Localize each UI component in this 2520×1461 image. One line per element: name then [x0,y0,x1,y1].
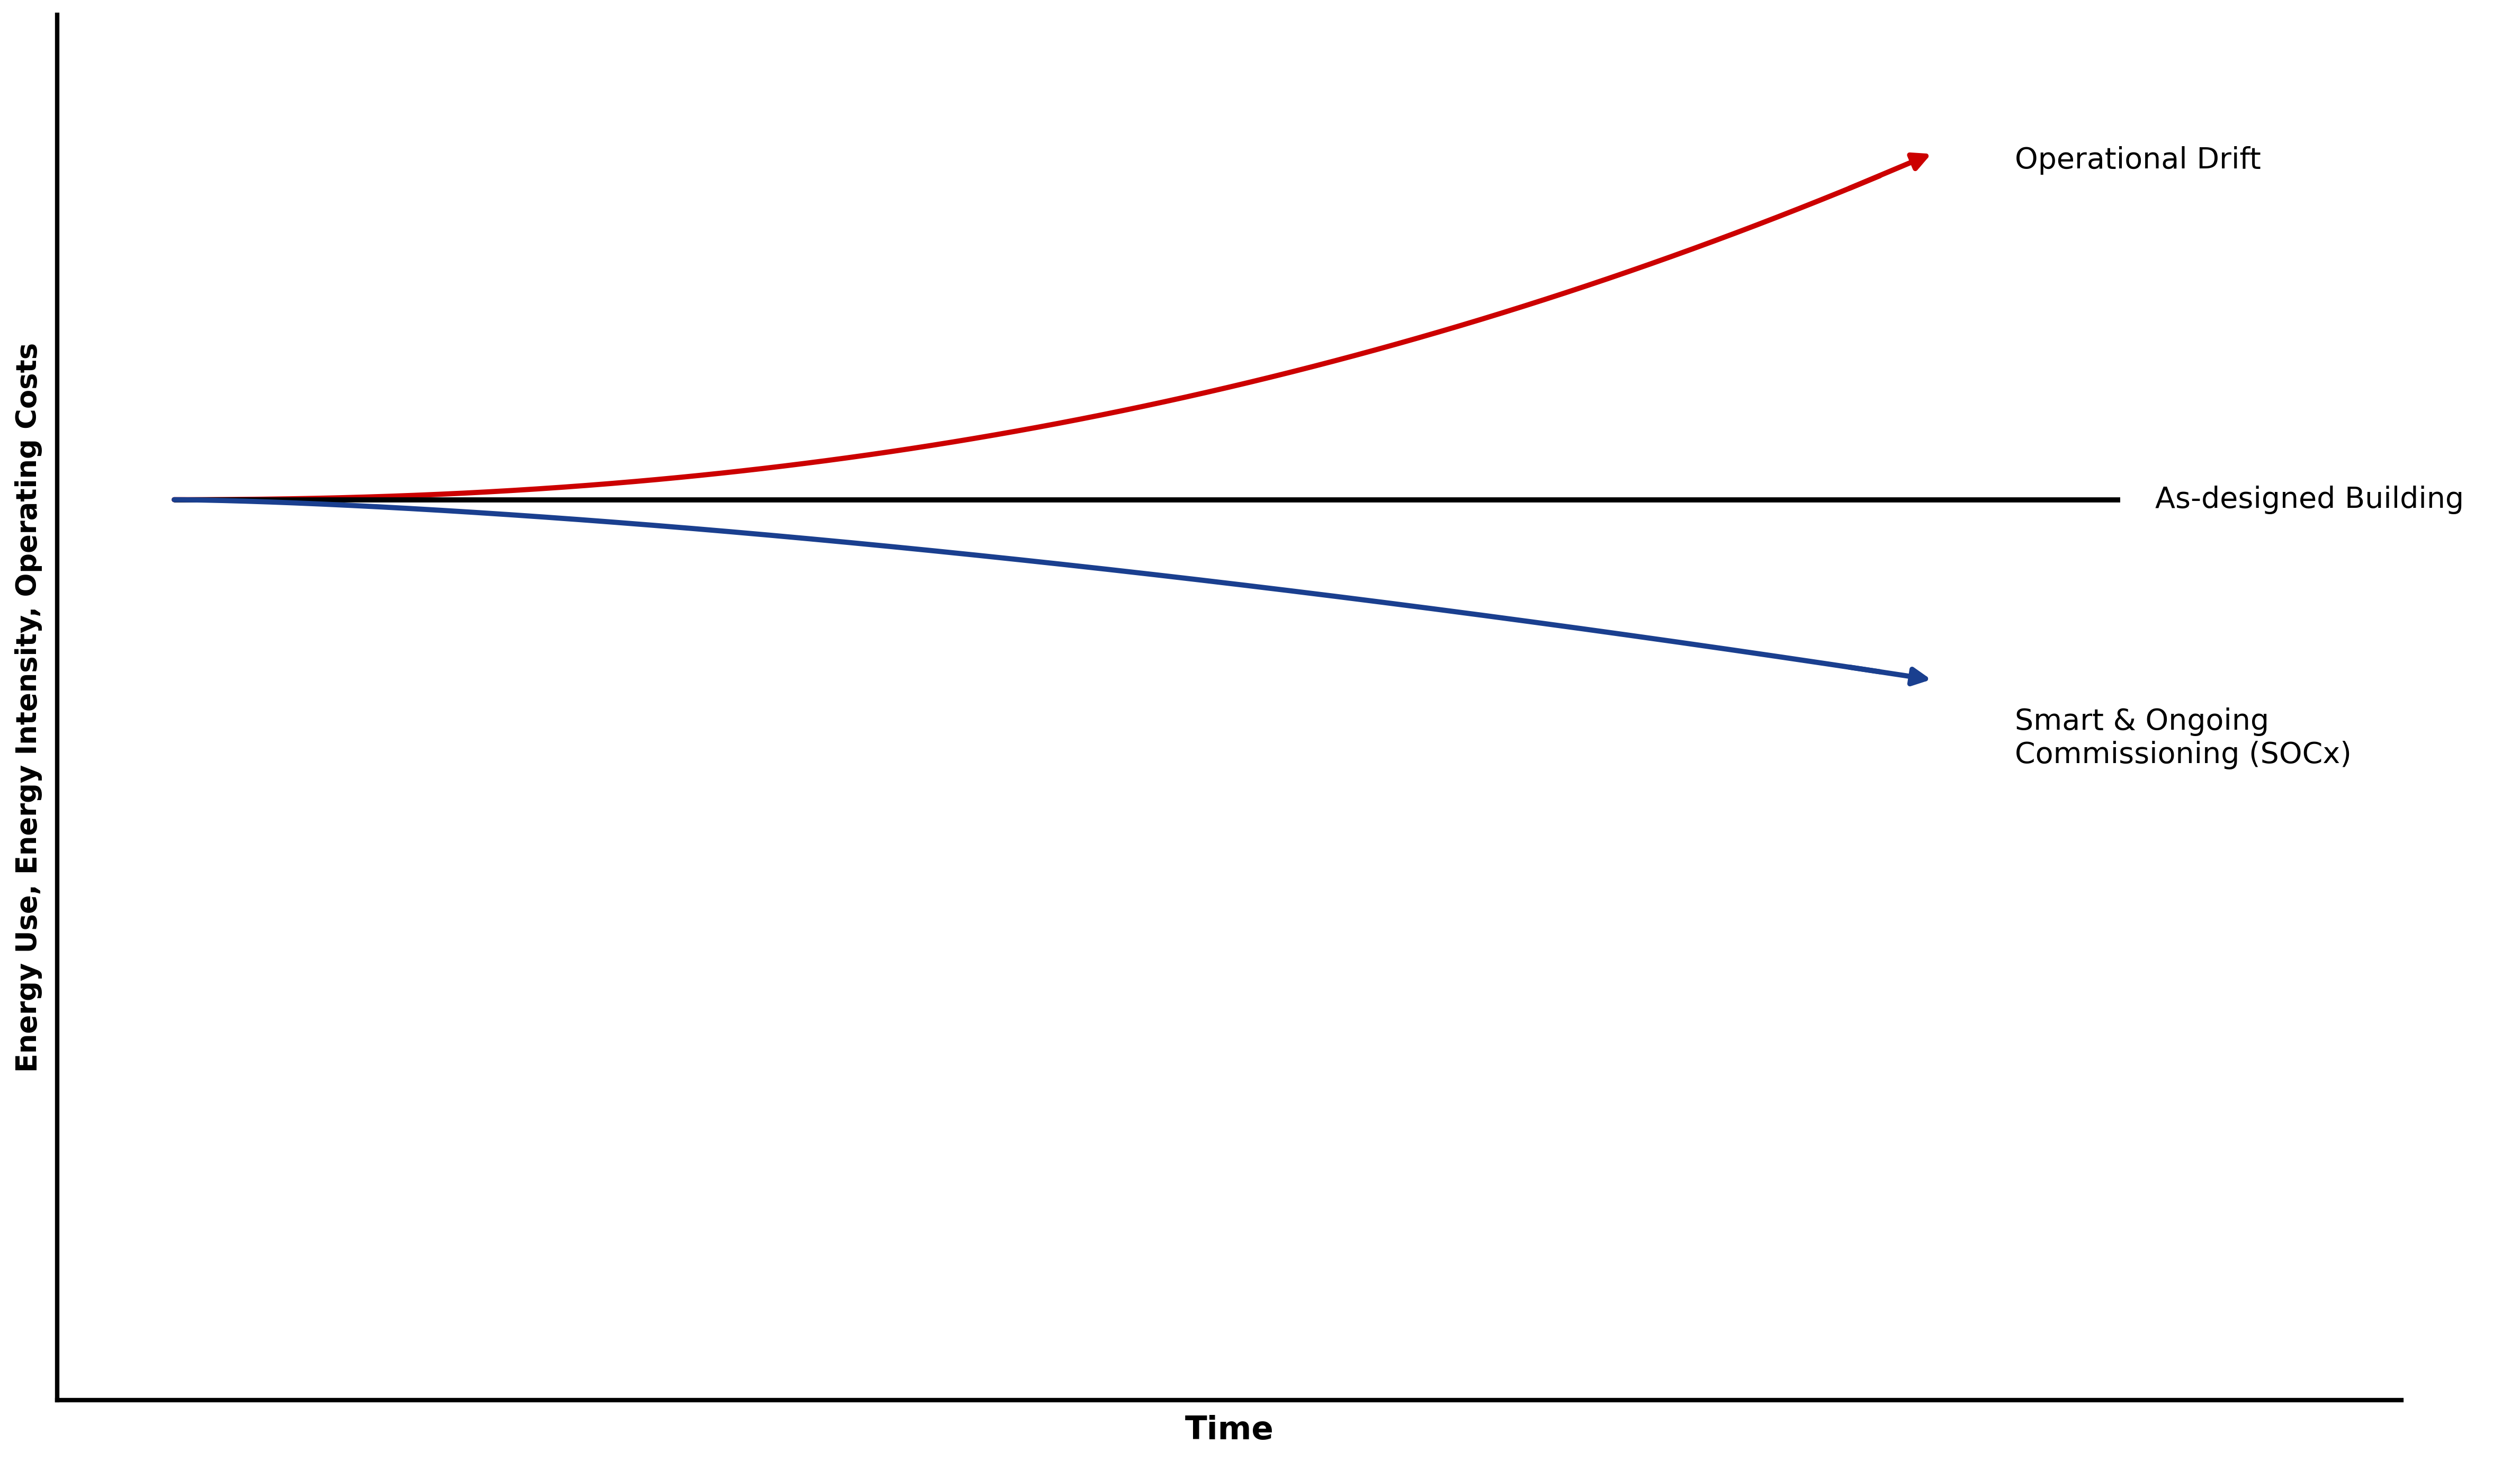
Text: As-designed Building: As-designed Building [2155,485,2465,514]
Text: Smart & Ongoing
Commissioning (SOCx): Smart & Ongoing Commissioning (SOCx) [2013,707,2351,768]
Text: Operational Drift: Operational Drift [2013,146,2260,174]
Y-axis label: Energy Use, Energy Intensity, Operating Costs: Energy Use, Energy Intensity, Operating … [15,343,43,1072]
X-axis label: Time: Time [1184,1416,1273,1446]
